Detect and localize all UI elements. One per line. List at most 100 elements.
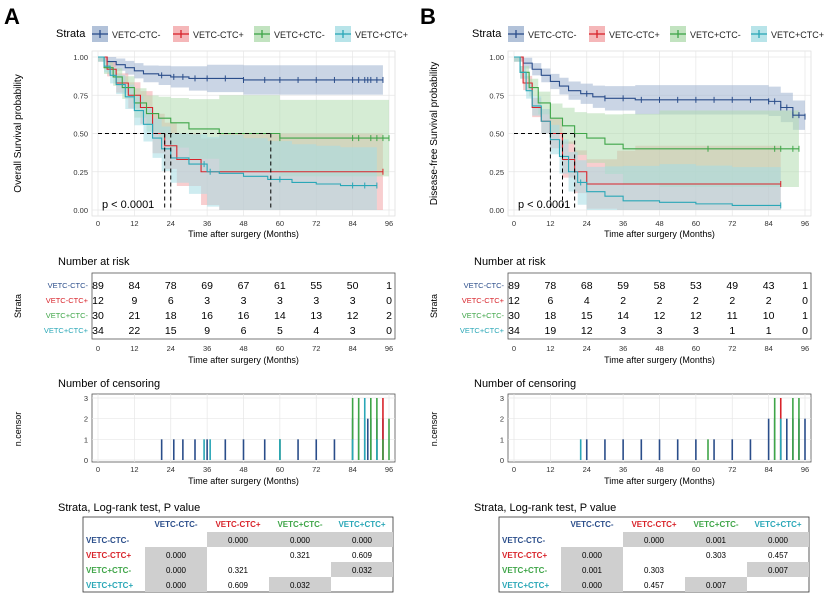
survival-curve-vetc+ctc+: [98, 56, 377, 187]
y-tick-label: 0.75: [73, 91, 88, 100]
logrank-row-label: VETC-CTC+: [86, 551, 131, 560]
y-tick-label: 1.00: [73, 53, 88, 62]
risk-cell: 1: [386, 280, 392, 292]
risk-x-tick-label: 24: [167, 344, 175, 353]
p-value-label: p < 0.0001: [518, 199, 570, 211]
logrank-cell: 0.000: [768, 536, 789, 545]
risk-x-tick-label: 0: [512, 344, 516, 353]
logrank-cell: 0.321: [228, 566, 249, 575]
logrank-cell-shade: [747, 562, 809, 577]
risk-cell: 12: [92, 295, 104, 307]
x-tick-label: 96: [801, 219, 809, 228]
risk-x-axis-label: Time after surgery (Months): [188, 355, 299, 365]
p-value-label: p < 0.0001: [102, 199, 154, 211]
risk-cell: 11: [727, 310, 738, 322]
legend-label: VETC-CTC-: [112, 30, 161, 40]
risk-cell: 1: [802, 280, 808, 292]
logrank-cell: 0.000: [352, 536, 373, 545]
risk-cell: 50: [347, 280, 359, 292]
risk-cell: 0: [802, 295, 808, 307]
censor-x-tick-label: 84: [348, 465, 356, 474]
risk-x-tick-label: 60: [692, 344, 700, 353]
x-tick-label: 96: [385, 219, 393, 228]
confidence-band-vetc+ctc-: [514, 57, 799, 188]
legend-label: VETC-CTC+: [609, 30, 660, 40]
risk-cell: 58: [654, 280, 666, 292]
risk-cell: 18: [165, 310, 177, 322]
logrank-table: Strata, Log-rank test, P value VETC-CTC- V…: [474, 502, 810, 593]
risk-cell: 5: [277, 325, 283, 337]
risk-x-tick-label: 60: [276, 344, 284, 353]
risk-row-label: VETC+CTC+: [460, 326, 505, 335]
logrank-cell-shade: [145, 547, 207, 562]
logrank-column-header: VETC-CTC-: [154, 520, 197, 529]
risk-cell: 2: [657, 295, 663, 307]
y-tick-label: 0.25: [73, 168, 88, 177]
censor-x-tick-label: 48: [655, 465, 663, 474]
risk-cell: 3: [241, 295, 247, 307]
logrank-cell: 0.000: [228, 536, 249, 545]
risk-cell: 55: [310, 280, 322, 292]
y-tick-label: 0.75: [489, 91, 504, 100]
logrank-cell-shade: [331, 532, 393, 547]
logrank-cell: 0.007: [768, 566, 789, 575]
survival-curve-vetc+ctc+: [514, 56, 781, 206]
survival-curve-vetc-ctc-: [514, 56, 806, 117]
logrank-cell: 0.000: [290, 536, 311, 545]
logrank-column-header: VETC+CTC-: [693, 520, 738, 529]
risk-x-tick-label: 72: [312, 344, 320, 353]
km-plot: 0.00 0.25 0.50 0.75 1.00 0 12 24 36 48 60 72 84 96 Dis…: [429, 50, 812, 239]
y-tick-label: 0.50: [73, 130, 88, 139]
logrank-cell-shade: [747, 532, 809, 547]
legend-title: Strata: [56, 28, 86, 40]
x-tick-label: 84: [348, 219, 356, 228]
risk-x-tick-label: 72: [728, 344, 736, 353]
censor-y-tick-label: 0: [500, 456, 504, 465]
logrank-cell-shade: [685, 577, 747, 592]
logrank-cell-shade: [207, 532, 269, 547]
risk-x-tick-label: 12: [130, 344, 138, 353]
y-tick-label: 0.25: [489, 168, 504, 177]
risk-cell: 12: [581, 325, 593, 337]
logrank-cell: 0.001: [706, 536, 727, 545]
x-tick-label: 48: [655, 219, 663, 228]
panel-letter: A: [4, 4, 20, 29]
risk-table-frame: [507, 272, 812, 340]
legend-label: VETC-CTC+: [193, 30, 244, 40]
risk-cell: 10: [763, 310, 775, 322]
x-tick-label: 24: [167, 219, 175, 228]
x-tick-label: 12: [130, 219, 138, 228]
risk-cell: 2: [766, 295, 772, 307]
risk-cell: 1: [729, 325, 735, 337]
risk-cell: 2: [386, 310, 392, 322]
logrank-cell-shade: [685, 532, 747, 547]
censor-x-axis-label: Time after surgery (Months): [604, 476, 715, 486]
risk-cell: 12: [690, 310, 702, 322]
logrank-cell: 0.609: [352, 551, 373, 560]
survival-curve-vetc-ctc-: [98, 56, 383, 81]
logrank-cell: 0.303: [706, 551, 727, 560]
risk-x-tick-label: 48: [239, 344, 247, 353]
risk-cell: 30: [92, 310, 104, 322]
risk-cell: 53: [690, 280, 702, 292]
legend-label: VETC+CTC+: [771, 30, 824, 40]
risk-x-tick-label: 84: [764, 344, 772, 353]
risk-cell: 12: [347, 310, 359, 322]
logrank-cell: 0.321: [290, 551, 311, 560]
risk-row-label: VETC+CTC+: [44, 326, 89, 335]
risk-cell: 21: [129, 310, 141, 322]
risk-cell: 14: [274, 310, 286, 322]
risk-cell: 3: [620, 325, 626, 337]
logrank-cell: 0.000: [582, 551, 603, 560]
logrank-cell-shade: [331, 562, 393, 577]
censor-y-tick-label: 2: [500, 415, 504, 424]
risk-x-tick-label: 36: [619, 344, 627, 353]
risk-cell: 0: [386, 295, 392, 307]
risk-cell: 1: [802, 310, 808, 322]
risk-row-label: VETC-CTC-: [48, 281, 89, 290]
y-tick-label: 1.00: [489, 53, 504, 62]
censor-y-tick-label: 0: [84, 456, 88, 465]
x-tick-label: 48: [239, 219, 247, 228]
